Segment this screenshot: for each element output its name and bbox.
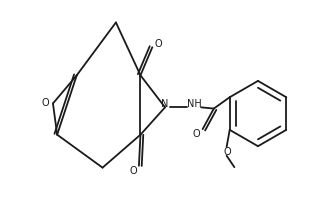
Text: O: O	[42, 98, 49, 108]
Text: N: N	[161, 99, 169, 109]
Text: O: O	[193, 129, 200, 139]
Text: O: O	[130, 166, 137, 176]
Text: O: O	[223, 147, 231, 157]
Text: O: O	[155, 39, 162, 49]
Text: NH: NH	[187, 99, 202, 109]
